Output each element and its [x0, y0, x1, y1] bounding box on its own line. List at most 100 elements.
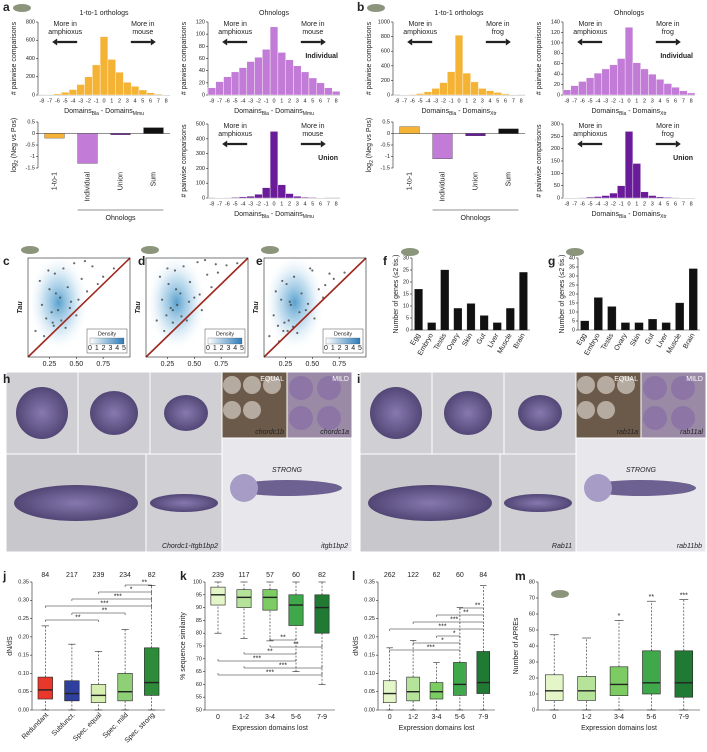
- y-tick-label: 0.20: [18, 634, 29, 640]
- count-label: 82: [148, 572, 156, 579]
- y-tick-label: 0: [202, 92, 205, 98]
- bar: [570, 85, 579, 96]
- point: [313, 317, 316, 320]
- y-tick-label: 0.5: [382, 119, 390, 125]
- y-tick-label: 0: [557, 195, 560, 201]
- point: [173, 269, 177, 272]
- bar: [246, 61, 255, 96]
- y-axis-label: dN/dS: [7, 636, 14, 656]
- point: [285, 282, 288, 286]
- x-axis-label: DomainsBla - DomainsXtr: [591, 211, 666, 220]
- x-tick-label: 7: [682, 201, 685, 207]
- x-tick-label: -3: [78, 98, 83, 104]
- significance-label: *: [130, 586, 133, 593]
- x-tick-label: -3: [248, 201, 253, 207]
- y-axis-label: Tau: [253, 301, 260, 314]
- x-tick-label: 8: [520, 98, 523, 104]
- bar: [285, 193, 294, 199]
- y-axis-label: # pairwise comparisons: [11, 21, 18, 95]
- bar: [269, 26, 279, 96]
- x-tick-label: -1: [449, 98, 454, 104]
- mic-label: STRONG: [272, 467, 303, 474]
- y-tick-label: 20: [199, 80, 205, 86]
- bar: [679, 90, 688, 96]
- point: [268, 335, 271, 338]
- y-tick-label: 200: [26, 74, 35, 80]
- x-tick-label: -3: [603, 98, 608, 104]
- point: [236, 262, 239, 265]
- gene-label: Rab11: [552, 543, 572, 550]
- box: [382, 680, 397, 703]
- point: [180, 315, 183, 318]
- bar: [687, 92, 696, 96]
- x-tick-label: 5-6: [291, 714, 301, 721]
- x-tick-label: -3: [433, 98, 438, 104]
- point: [171, 309, 174, 312]
- colorbar: [89, 337, 125, 345]
- bar: [632, 163, 641, 199]
- embryo: [90, 391, 138, 435]
- x-tick-label: 0.75: [214, 361, 228, 368]
- bar: [617, 58, 626, 96]
- x-tick-label: -5: [233, 201, 238, 207]
- x-tick-label: 6: [674, 98, 677, 104]
- bar: [293, 65, 302, 96]
- point: [161, 298, 164, 301]
- x-tick-label: 8: [335, 201, 338, 207]
- colorbar-tick-label: 4: [351, 345, 355, 352]
- bar: [466, 303, 476, 331]
- bar: [92, 64, 101, 96]
- y-tick-label: 25: [569, 282, 575, 288]
- count-label: 239: [93, 572, 105, 579]
- x-tick-label: 0: [627, 98, 630, 104]
- bar: [617, 185, 626, 199]
- y-tick-label: 20: [529, 675, 535, 681]
- y-tick-label: 40: [529, 643, 535, 649]
- significance-bracket: [243, 652, 297, 655]
- x-tick-label: -4: [240, 98, 245, 104]
- bar: [465, 133, 486, 136]
- point: [47, 269, 50, 272]
- x-tick-label: 1-to-1: [406, 172, 413, 190]
- point: [83, 260, 87, 263]
- series-label: Individual: [660, 53, 693, 60]
- y-axis-label: log2 (Neg vs Pos): [11, 118, 20, 173]
- arrow-head: [52, 38, 58, 46]
- point: [182, 265, 185, 268]
- x-tick-label: -1: [619, 201, 624, 207]
- bar: [440, 269, 449, 331]
- point: [292, 275, 296, 278]
- bar: [143, 127, 164, 134]
- bar: [246, 196, 255, 199]
- box: [609, 666, 629, 696]
- x-tick-label: -3: [248, 98, 253, 104]
- significance-label: **: [267, 648, 273, 655]
- x-tick-label: Egg: [576, 332, 588, 346]
- x-axis-label-part: Domains: [64, 108, 92, 115]
- bar: [601, 195, 610, 199]
- point: [102, 275, 105, 278]
- annotation: amphioxus: [573, 29, 607, 36]
- y-tick-label: 100: [196, 181, 205, 187]
- colorbar: [325, 337, 361, 345]
- x-tick-label: -7: [47, 98, 52, 104]
- bar: [99, 36, 109, 96]
- bar: [689, 268, 698, 331]
- x-tick-label: 3: [296, 201, 299, 207]
- x-tick-label: 5-6: [646, 714, 656, 721]
- point: [64, 326, 67, 329]
- bar: [254, 57, 263, 96]
- bar: [238, 67, 248, 96]
- point: [317, 288, 320, 291]
- x-tick-label: 5: [666, 201, 669, 207]
- point: [281, 279, 284, 283]
- x-tick-label: Sum: [150, 172, 157, 187]
- x-tick-label: -2: [611, 201, 616, 207]
- larva: [586, 480, 696, 496]
- point: [167, 282, 170, 286]
- box: [642, 650, 661, 695]
- significance-bracket: [98, 591, 152, 594]
- chart-title: Ohnologs: [259, 10, 289, 17]
- arrow-head: [320, 140, 326, 148]
- y-tick-label: 200: [196, 166, 205, 172]
